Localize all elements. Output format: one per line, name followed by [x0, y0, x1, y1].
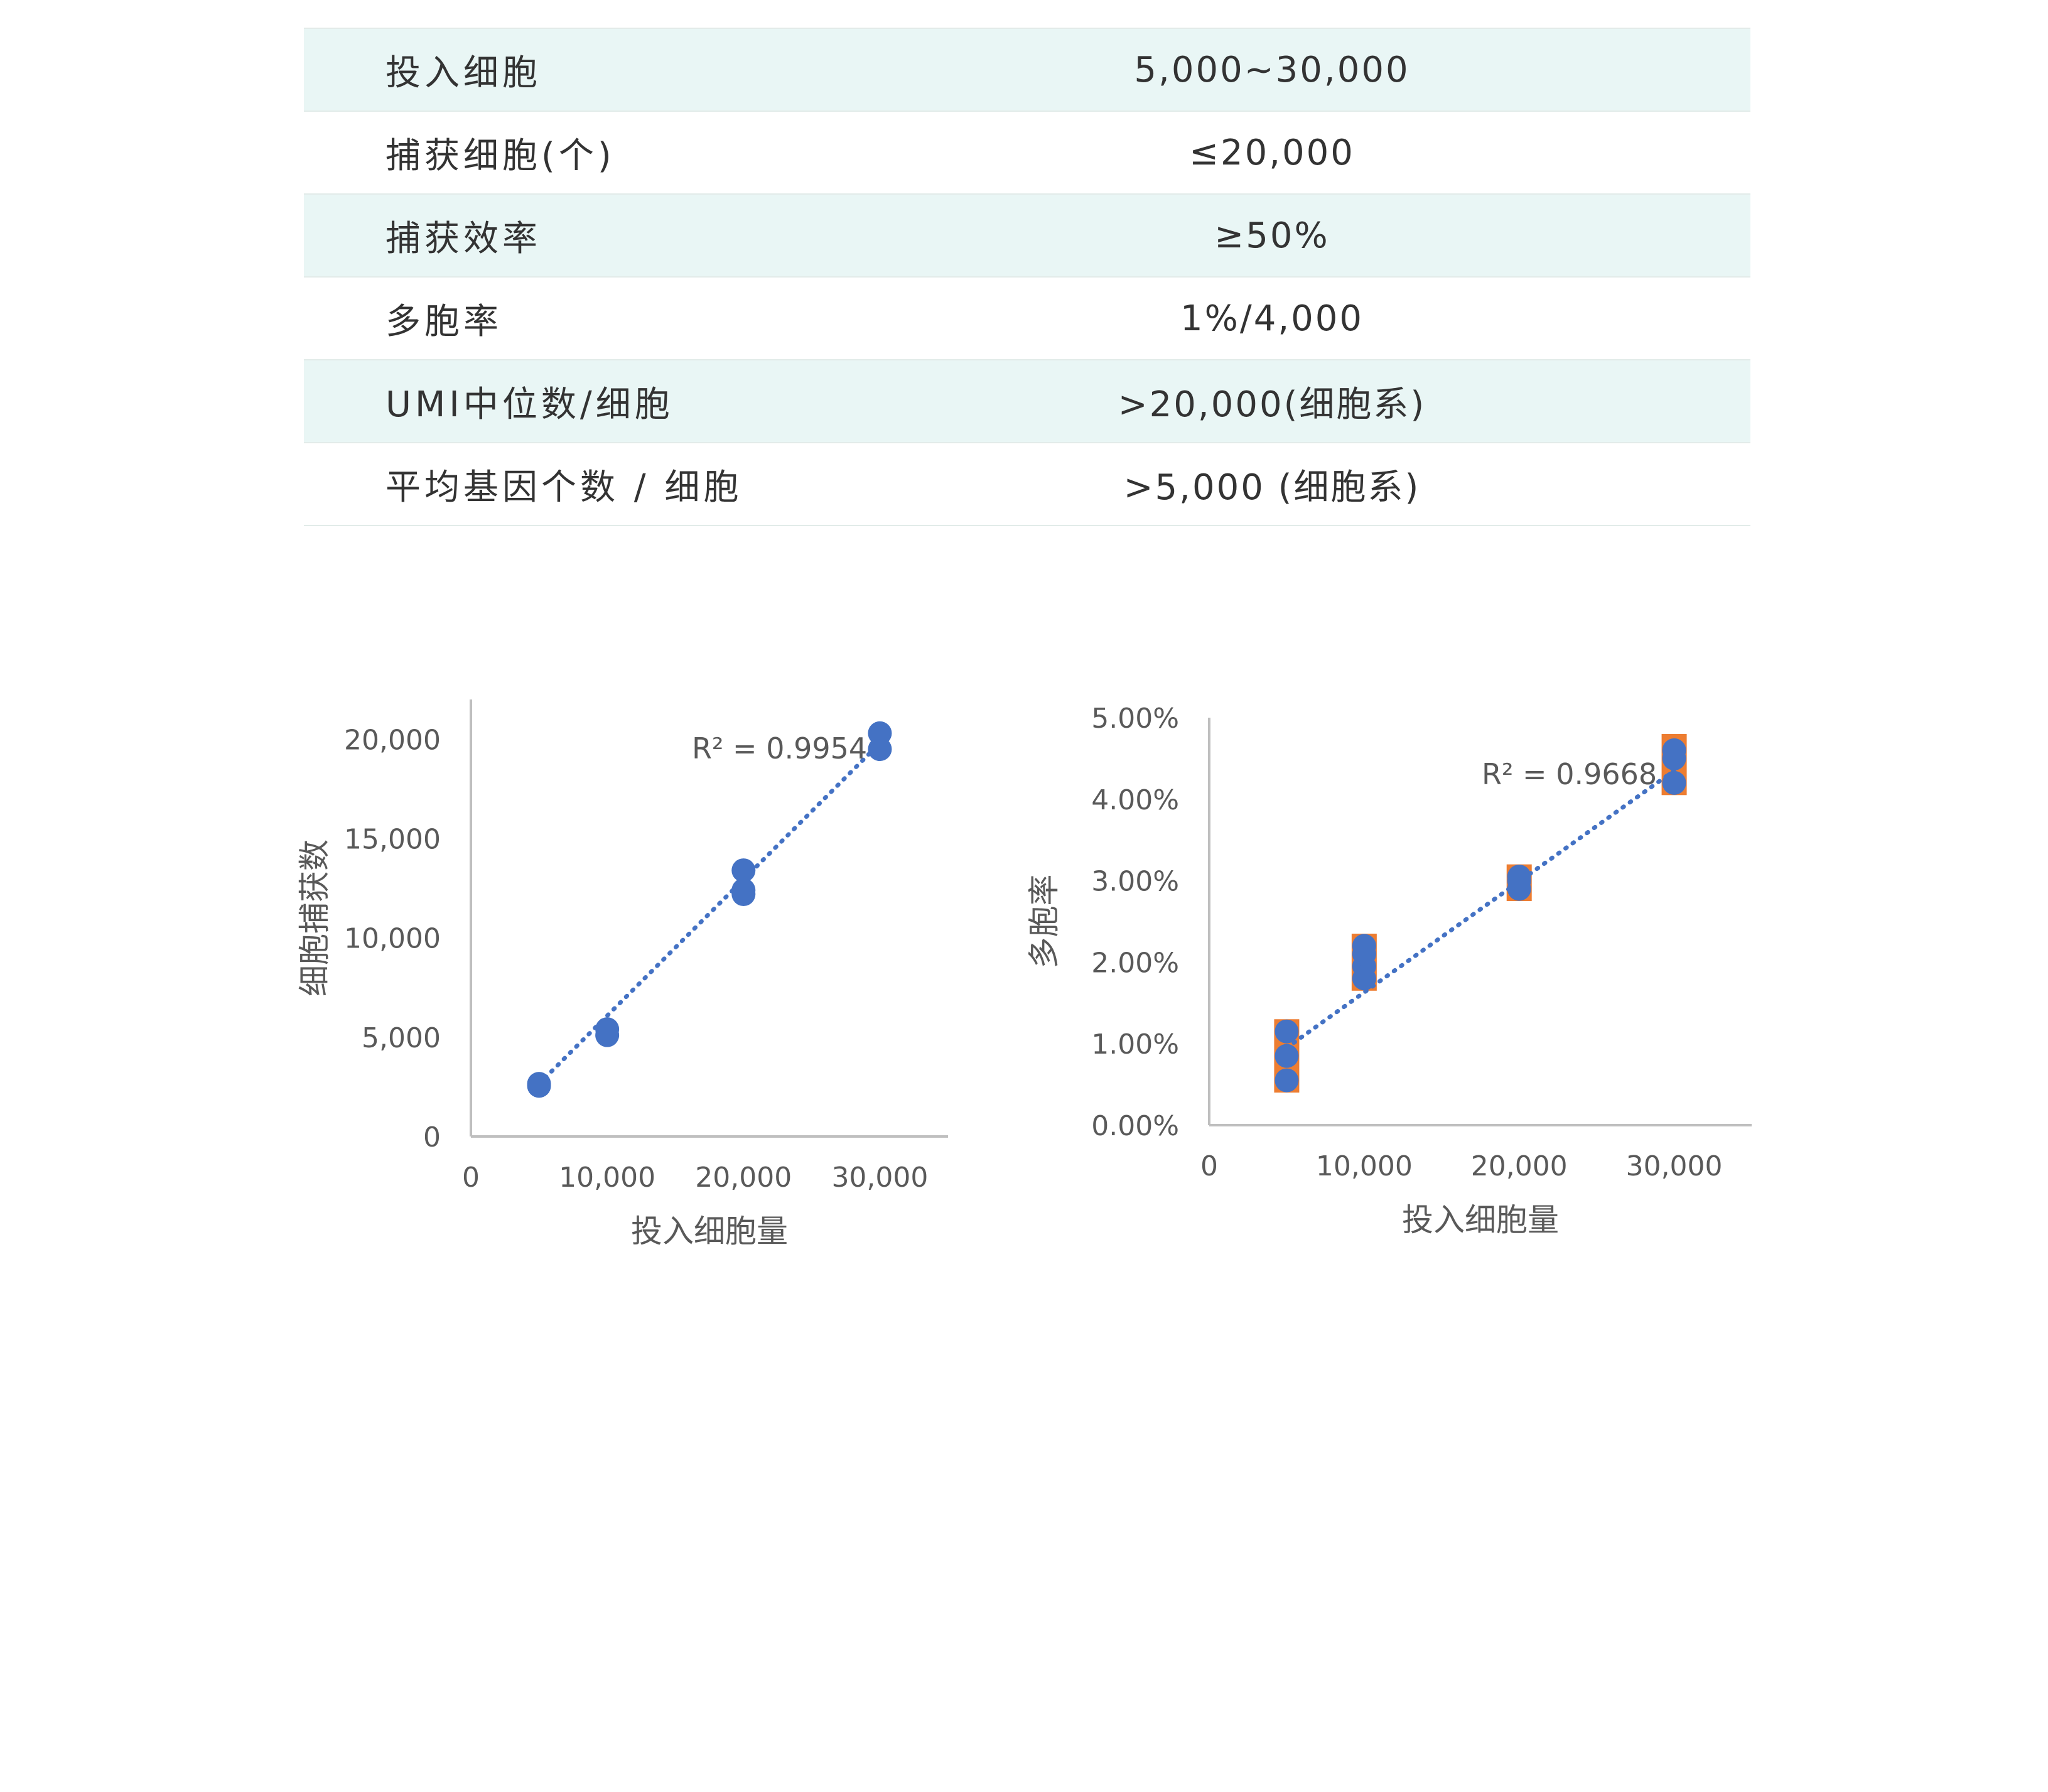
- y-tick-label: 0: [423, 1121, 441, 1153]
- spec-row-multiplet-rate: 多胞率 1%/4,000: [304, 278, 1750, 360]
- x-axis-label: 投入细胞量: [631, 1213, 788, 1250]
- x-tick-label: 30,000: [831, 1162, 928, 1194]
- data-point: [868, 721, 892, 745]
- data-point: [1662, 738, 1686, 762]
- spec-label: UMI中位数/细胞: [385, 384, 674, 425]
- x-tick-label: 0: [462, 1162, 480, 1194]
- spec-value: >20,000(细胞系): [1118, 384, 1426, 425]
- spec-row-median-umi: UMI中位数/细胞 >20,000(细胞系): [304, 360, 1750, 443]
- multiplet-rate-chart: 0.00% 1.00% 2.00% 3.00% 4.00% 5.00% 0 10,000 20,…: [1017, 659, 1783, 1275]
- trendline: [537, 741, 882, 1086]
- x-tick-label: 20,000: [695, 1162, 792, 1194]
- spec-row-capture-efficiency: 捕获效率 ≥50%: [304, 195, 1750, 278]
- spec-label: 捕获细胞(个): [385, 135, 615, 176]
- y-tick-label: 0.00%: [1091, 1110, 1179, 1142]
- spec-table: 投入细胞 5,000~30,000 捕获细胞(个) ≤20,000 捕获效率 ≥…: [304, 28, 1750, 526]
- data-point: [595, 1017, 620, 1042]
- y-tick-label: 3.00%: [1091, 866, 1179, 898]
- capture-count-chart: 0 5,000 10,000 15,000 20,000 0 10,000 20,000 30,…: [276, 659, 992, 1275]
- x-tick-label: 10,000: [559, 1162, 655, 1194]
- spec-label: 捕获效率: [385, 218, 541, 259]
- data-point: [1507, 865, 1531, 889]
- spec-label: 平均基因个数 / 细胞: [385, 467, 743, 508]
- y-tick-label: 5,000: [362, 1022, 441, 1054]
- data-point: [527, 1072, 551, 1096]
- data-point: [1275, 1068, 1299, 1093]
- y-tick-label: 2.00%: [1091, 947, 1179, 979]
- spec-label: 多胞率: [385, 301, 502, 342]
- data-point: [1352, 934, 1376, 958]
- spec-row-mean-genes: 平均基因个数 / 细胞 >5,000 (细胞系): [304, 443, 1750, 526]
- capture-count-chart-svg: 0 5,000 10,000 15,000 20,000 0 10,000 20,000 30,…: [296, 699, 948, 1250]
- trendline: [1284, 768, 1677, 1050]
- x-tick-label: 20,000: [1471, 1150, 1568, 1182]
- y-axis-label: 细胞捕获数: [296, 839, 333, 996]
- y-tick-label: 15,000: [344, 823, 441, 855]
- y-tick-label: 20,000: [344, 724, 441, 756]
- x-tick-label: 10,000: [1316, 1150, 1413, 1182]
- data-point: [1275, 1044, 1299, 1068]
- x-axis-label: 投入细胞量: [1402, 1202, 1559, 1238]
- spec-label: 投入细胞: [385, 52, 541, 94]
- data-point: [731, 878, 756, 902]
- spec-value: >5,000 (细胞系): [1123, 467, 1421, 508]
- spec-row-input-cells: 投入细胞 5,000~30,000: [304, 29, 1750, 112]
- data-point: [731, 858, 756, 883]
- spec-value: 1%/4,000: [1180, 298, 1364, 339]
- data-point: [1662, 770, 1686, 795]
- multiplet-rate-chart-svg: 0.00% 1.00% 2.00% 3.00% 4.00% 5.00% 0 10,000 20,…: [1026, 703, 1752, 1238]
- spec-value: ≥50%: [1214, 215, 1330, 256]
- data-point: [1275, 1019, 1299, 1044]
- r-squared-annotation: R² = 0.9954: [692, 731, 867, 765]
- x-tick-label: 30,000: [1626, 1150, 1723, 1182]
- y-tick-label: 10,000: [344, 923, 441, 955]
- y-tick-label: 4.00%: [1091, 784, 1179, 816]
- x-tick-label: 0: [1200, 1150, 1218, 1182]
- spec-value: 5,000~30,000: [1134, 49, 1410, 90]
- y-tick-label: 5.00%: [1091, 703, 1179, 735]
- r-squared-annotation: R² = 0.9668: [1482, 757, 1657, 791]
- spec-value: ≤20,000: [1189, 132, 1355, 173]
- spec-row-captured-cells: 捕获细胞(个) ≤20,000: [304, 112, 1750, 195]
- y-axis-label: 多胞率: [1026, 875, 1062, 969]
- y-tick-label: 1.00%: [1091, 1028, 1179, 1061]
